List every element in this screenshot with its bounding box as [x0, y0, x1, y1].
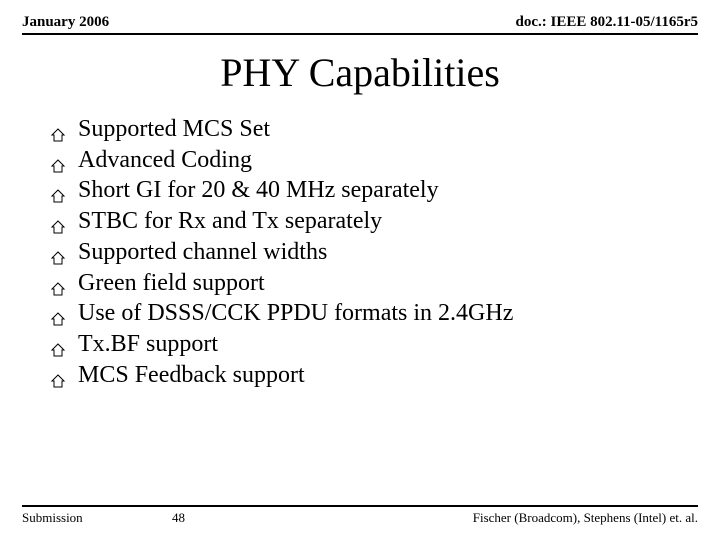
bullet-text: Tx.BF support	[78, 329, 218, 360]
list-item: Advanced Coding	[50, 145, 698, 176]
house-icon	[50, 275, 66, 291]
header-bar: January 2006 doc.: IEEE 802.11-05/1165r5	[22, 14, 698, 35]
bullet-text: Supported channel widths	[78, 237, 327, 268]
house-icon	[50, 121, 66, 137]
bullet-list: Supported MCS Set Advanced Coding Short …	[50, 114, 698, 390]
footer-left: Submission	[22, 510, 83, 526]
header-date: January 2006	[22, 14, 109, 31]
house-icon	[50, 152, 66, 168]
house-icon	[50, 213, 66, 229]
bullet-text: Short GI for 20 & 40 MHz separately	[78, 175, 439, 206]
list-item: Green field support	[50, 268, 698, 299]
house-icon	[50, 182, 66, 198]
bullet-text: Green field support	[78, 268, 265, 299]
footer-page-number: 48	[172, 510, 185, 526]
house-icon	[50, 244, 66, 260]
footer-bar: Submission 48 Fischer (Broadcom), Stephe…	[22, 505, 698, 526]
list-item: Short GI for 20 & 40 MHz separately	[50, 175, 698, 206]
bullet-text: STBC for Rx and Tx separately	[78, 206, 382, 237]
list-item: Supported channel widths	[50, 237, 698, 268]
list-item: Tx.BF support	[50, 329, 698, 360]
list-item: Use of DSSS/CCK PPDU formats in 2.4GHz	[50, 298, 698, 329]
house-icon	[50, 336, 66, 352]
list-item: Supported MCS Set	[50, 114, 698, 145]
bullet-text: Use of DSSS/CCK PPDU formats in 2.4GHz	[78, 298, 513, 329]
footer-authors: Fischer (Broadcom), Stephens (Intel) et.…	[473, 510, 698, 526]
bullet-text: Advanced Coding	[78, 145, 252, 176]
list-item: MCS Feedback support	[50, 360, 698, 391]
bullet-text: MCS Feedback support	[78, 360, 305, 391]
slide-title: PHY Capabilities	[22, 49, 698, 96]
house-icon	[50, 367, 66, 383]
slide-page: January 2006 doc.: IEEE 802.11-05/1165r5…	[0, 0, 720, 540]
header-doc-id: doc.: IEEE 802.11-05/1165r5	[515, 14, 698, 31]
bullet-text: Supported MCS Set	[78, 114, 270, 145]
house-icon	[50, 305, 66, 321]
list-item: STBC for Rx and Tx separately	[50, 206, 698, 237]
